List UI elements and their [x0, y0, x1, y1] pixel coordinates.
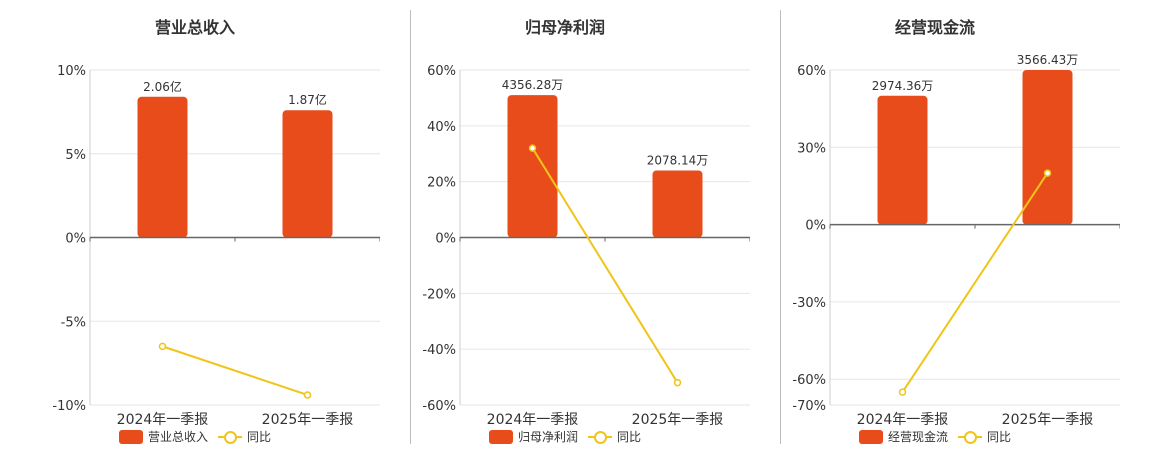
line-marker-icon [588, 430, 612, 444]
x-tick-label: 2025年一季报 [1002, 412, 1094, 428]
chart-title: 经营现金流 [894, 18, 975, 37]
bar-data-label: 3566.43万 [1017, 53, 1079, 67]
chart-svg: 10% 5% 0% -5% -10% 2.06亿 1.87亿 2024年一季报 2025年一季报 [52, 64, 380, 428]
chart-panel-net-profit: 归母净利润 60% 40% 20% 0% -20% -40% -60% 4356.28万 207… [380, 0, 750, 450]
legend-label-bar: 经营现金流 [887, 430, 948, 444]
y-tick-label: -60% [422, 399, 456, 414]
panel-divider [410, 10, 411, 444]
y-tick-label: 60% [797, 64, 826, 79]
bar-swatch-icon [858, 429, 883, 444]
chart-panel-cash-flow: 经营现金流 60% 30% 0% -30% -60% -70% 2974.36万 3566.4… [750, 0, 1120, 450]
bar [137, 96, 188, 238]
chart-svg: 60% 30% 0% -30% -60% -70% 2974.36万 3566.43万 2024… [792, 53, 1120, 428]
bar-swatch-icon [488, 429, 513, 444]
bar-swatch-icon [118, 429, 143, 444]
y-tick-label: 20% [427, 176, 456, 191]
legend-label-bar: 归母净利润 [517, 430, 578, 444]
panel-divider [780, 10, 781, 444]
bar-data-label: 2078.14万 [647, 154, 709, 168]
y-tick-label: -30% [792, 296, 826, 311]
yoy-line [901, 172, 1049, 393]
line-marker-icon [958, 430, 982, 444]
legend-item-bar[interactable]: 经营现金流 [858, 428, 948, 445]
yoy-point [528, 144, 537, 152]
y-tick-label: 30% [797, 141, 826, 156]
chart-legend: 经营现金流 同比 [750, 428, 1120, 445]
yoy-point [158, 342, 167, 351]
bar-data-label: 4356.28万 [502, 78, 564, 92]
y-tick-label: 60% [427, 64, 456, 79]
y-tick-label: -20% [422, 287, 456, 302]
legend-item-line[interactable]: 同比 [588, 428, 641, 445]
bar [652, 170, 703, 238]
bar [507, 95, 558, 238]
x-tick-label: 2024年一季报 [857, 412, 949, 428]
yoy-point [898, 388, 907, 396]
chart-svg: 60% 40% 20% 0% -20% -40% -60% 4356.28万 2078.14万 2… [422, 64, 750, 428]
chart-legend: 营业总收入 同比 [10, 428, 380, 445]
y-tick-label: 10% [57, 64, 86, 79]
line-marker-icon [218, 430, 242, 444]
legend-label-line: 同比 [617, 430, 642, 444]
y-tick-label: 5% [65, 148, 86, 163]
y-tick-label: -10% [52, 399, 86, 414]
bar [282, 110, 333, 238]
bar-data-label: 1.87亿 [288, 92, 327, 107]
y-tick-label: -70% [792, 399, 826, 414]
x-tick-label: 2024年一季报 [487, 412, 579, 428]
y-tick-label: 0% [435, 232, 456, 247]
chart-panel-revenue: 营业总收入 10% 5% 0% -5% -10% 2.06亿 1.87亿 2024年一季报 20… [10, 0, 380, 450]
yoy-line [531, 147, 679, 384]
y-tick-label: -40% [422, 343, 456, 358]
yoy-point [673, 378, 682, 387]
yoy-point [1043, 169, 1052, 177]
legend-label-line: 同比 [987, 430, 1012, 444]
y-tick-label: 0% [65, 232, 86, 247]
y-tick-label: -60% [792, 373, 826, 388]
legend-item-line[interactable]: 同比 [218, 428, 271, 445]
yoy-line [162, 345, 308, 396]
legend-label-bar: 营业总收入 [147, 430, 208, 444]
chart-legend: 归母净利润 同比 [380, 428, 750, 445]
chart-title: 营业总收入 [154, 18, 235, 37]
x-tick-label: 2025年一季报 [262, 412, 354, 428]
bar [877, 95, 928, 225]
x-tick-label: 2024年一季报 [117, 412, 209, 428]
legend-label-line: 同比 [247, 430, 272, 444]
y-tick-label: 40% [427, 120, 456, 135]
bar [1022, 70, 1073, 225]
legend-item-bar[interactable]: 营业总收入 [118, 428, 208, 445]
legend-item-line[interactable]: 同比 [958, 428, 1011, 445]
legend-item-bar[interactable]: 归母净利润 [488, 428, 578, 445]
yoy-point [303, 391, 312, 399]
y-tick-label: 0% [805, 219, 826, 234]
bar-data-label: 2974.36万 [872, 79, 934, 93]
bar-data-label: 2.06亿 [143, 79, 182, 94]
x-tick-label: 2025年一季报 [632, 412, 724, 428]
chart-title: 归母净利润 [524, 18, 605, 37]
y-tick-label: -5% [61, 315, 86, 330]
